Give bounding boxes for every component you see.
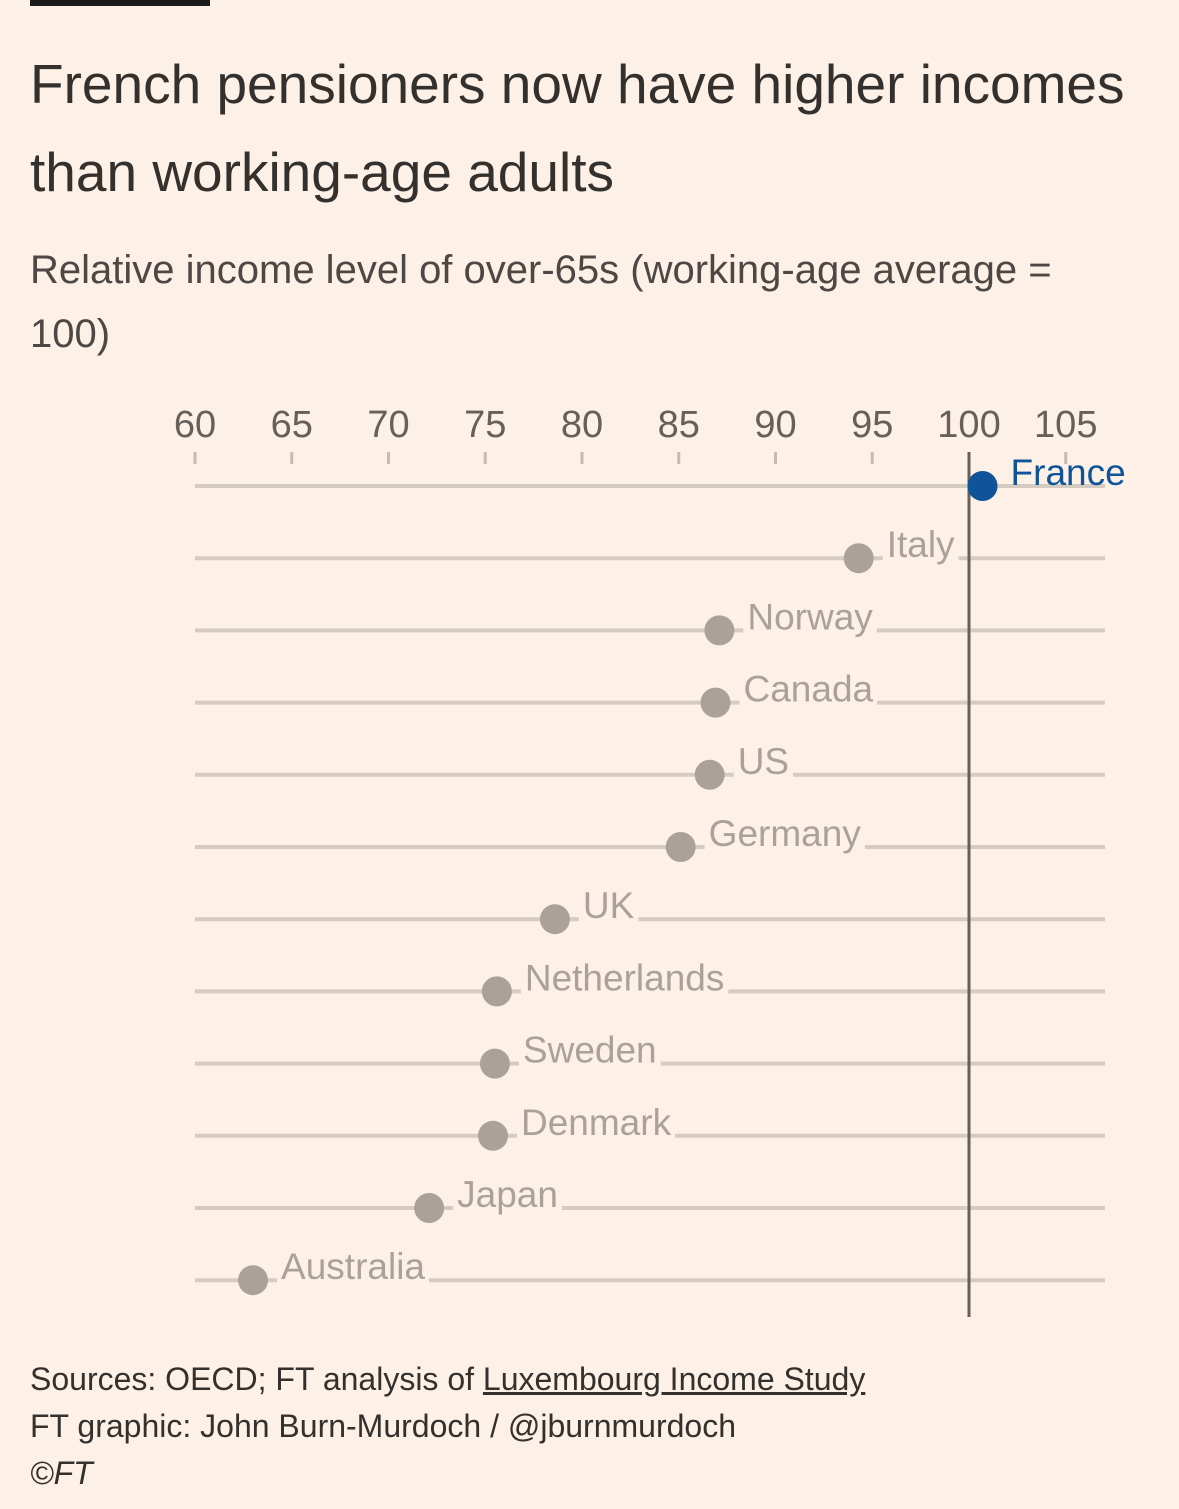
x-tick-label: 75 bbox=[464, 404, 506, 446]
dot-plot: 60 65 70 75 80 85 90 95 100 105 France Italy Norway C… bbox=[174, 404, 1126, 1317]
label-backdrop bbox=[516, 1104, 676, 1139]
label-backdrop bbox=[882, 527, 959, 562]
data-label: Sweden bbox=[523, 1030, 657, 1071]
data-label: Japan bbox=[457, 1174, 558, 1215]
label-backdrop bbox=[743, 599, 877, 634]
credit-line: FT graphic: John Burn-Murdoch / @jburnmu… bbox=[30, 1408, 736, 1444]
data-point bbox=[414, 1193, 445, 1223]
chart-footer: Sources: OECD; FT analysis of Luxembourg… bbox=[30, 1356, 1150, 1497]
x-tick-label: 70 bbox=[367, 404, 409, 446]
label-backdrop bbox=[520, 960, 729, 995]
data-point bbox=[481, 976, 512, 1007]
x-tick-label: 105 bbox=[1034, 404, 1097, 446]
label-backdrop bbox=[704, 816, 865, 850]
data-label: France bbox=[1011, 452, 1126, 493]
label-backdrop bbox=[739, 671, 878, 706]
data-point bbox=[665, 832, 696, 862]
data-point bbox=[477, 1120, 508, 1151]
data-point bbox=[843, 543, 874, 574]
data-point bbox=[479, 1048, 510, 1079]
x-tick-label: 65 bbox=[271, 404, 313, 446]
label-backdrop bbox=[733, 743, 794, 778]
data-label: Australia bbox=[281, 1246, 425, 1287]
sources-prefix: Sources: OECD; FT analysis of bbox=[30, 1361, 483, 1397]
data-point bbox=[539, 904, 570, 935]
data-label: Norway bbox=[747, 596, 873, 637]
data-label: UK bbox=[583, 885, 635, 926]
data-label: Germany bbox=[709, 813, 862, 854]
data-label: Denmark bbox=[521, 1102, 672, 1143]
data-point bbox=[238, 1265, 269, 1296]
data-label: Italy bbox=[887, 524, 955, 565]
data-label: Canada bbox=[744, 669, 874, 710]
copyright: ©FT bbox=[30, 1455, 93, 1491]
data-point bbox=[704, 615, 735, 646]
sources-line: Sources: OECD; FT analysis of Luxembourg… bbox=[30, 1356, 1150, 1403]
label-backdrop bbox=[518, 1032, 661, 1067]
data-point bbox=[967, 471, 998, 501]
x-tick-label: 90 bbox=[754, 404, 796, 446]
data-label: US bbox=[738, 741, 789, 782]
data-point bbox=[694, 759, 725, 790]
data-point bbox=[700, 687, 731, 718]
label-backdrop bbox=[453, 1177, 562, 1211]
x-tick-label: 60 bbox=[174, 404, 216, 446]
x-tick-label: 85 bbox=[658, 404, 700, 446]
x-tick-label: 95 bbox=[851, 404, 893, 446]
x-tick-label: 100 bbox=[937, 404, 1000, 446]
data-label: Netherlands bbox=[525, 957, 725, 998]
chart-subtitle: Relative income level of over-65s (worki… bbox=[30, 248, 1052, 356]
top-accent-bar bbox=[30, 0, 210, 6]
label-backdrop bbox=[277, 1249, 430, 1284]
label-backdrop bbox=[578, 888, 639, 923]
x-tick-label: 80 bbox=[561, 404, 603, 446]
chart-title: French pensioners now have higher income… bbox=[30, 53, 1125, 203]
sources-link[interactable]: Luxembourg Income Study bbox=[482, 1361, 866, 1397]
